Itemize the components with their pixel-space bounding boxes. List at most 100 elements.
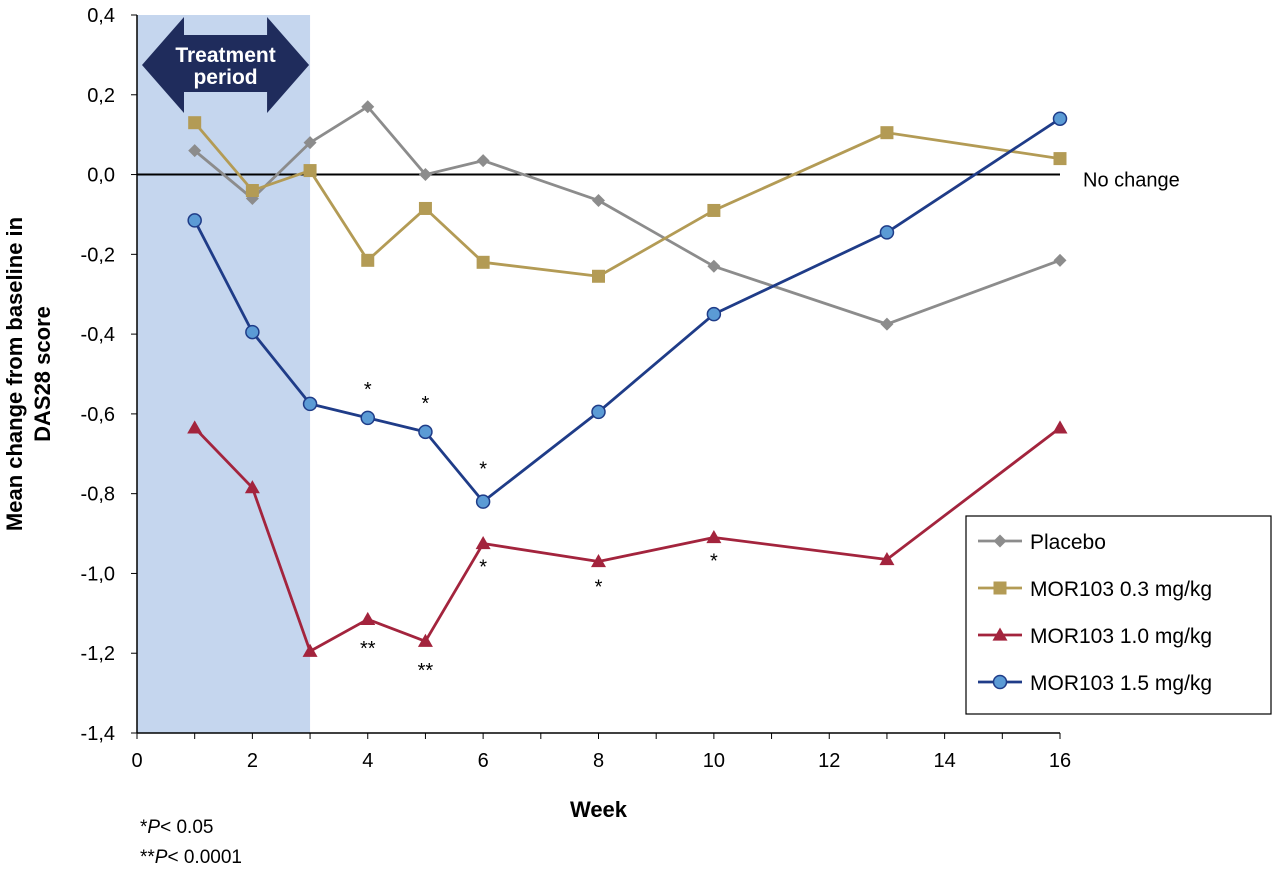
y-tick-label: 0,2	[87, 85, 115, 107]
data-point	[188, 144, 202, 158]
legend-swatch-marker	[993, 534, 1007, 548]
series-line	[193, 117, 1061, 504]
data-point	[706, 530, 722, 544]
annotation-layer: **********	[360, 379, 718, 682]
data-point	[591, 404, 606, 420]
significance-marker: *	[479, 459, 487, 481]
no-change-label: No change	[1083, 170, 1180, 192]
data-point	[302, 643, 318, 657]
y-tick-label: -1,0	[81, 563, 115, 585]
data-point	[707, 259, 721, 273]
significance-marker: *	[422, 393, 430, 415]
legend-swatch-marker	[992, 674, 1008, 690]
data-point	[303, 136, 317, 150]
data-point	[707, 203, 721, 217]
reference-line-layer: No change	[137, 170, 1180, 192]
legend-item: MOR103 0.3 mg/kg	[978, 578, 1212, 601]
significance-marker: *	[595, 576, 603, 598]
legend-swatch-marker	[992, 627, 1008, 641]
series-line	[193, 121, 1061, 278]
series-line	[193, 426, 1061, 653]
y-tick-label: -0,8	[81, 484, 115, 506]
treatment-period-label-line1: Treatment	[175, 44, 275, 67]
x-tick-label: 16	[1049, 750, 1071, 772]
y-tick-label: 0,0	[87, 165, 115, 187]
data-point	[187, 213, 202, 228]
data-point	[418, 424, 433, 440]
legend-item: MOR103 1.5 mg/kg	[978, 672, 1212, 695]
series-layer	[187, 100, 1068, 657]
data-point	[592, 193, 605, 207]
data-point	[360, 611, 376, 625]
data-point	[302, 396, 318, 412]
axes: 0,4 0,2 0,0 -0,2 -0,4 -0,6 -0,8 -1,0 -1,2 -1,4 0 2 4…	[81, 5, 1072, 772]
x-tick-label: 12	[818, 750, 840, 772]
x-tick-label: 10	[703, 750, 725, 772]
data-point	[591, 553, 606, 568]
data-point	[245, 324, 260, 340]
significance-marker: *	[364, 379, 372, 401]
footnote-p: P	[147, 817, 161, 838]
x-tick-label: 0	[131, 750, 142, 772]
data-point	[706, 306, 722, 322]
data-point	[187, 420, 203, 434]
data-point	[476, 154, 490, 168]
data-point	[188, 116, 202, 130]
data-point	[1053, 152, 1067, 166]
legend-item: MOR103 1.0 mg/kg	[978, 625, 1212, 648]
data-point	[880, 317, 894, 331]
data-point	[879, 225, 895, 240]
y-tick-label: -0,4	[81, 324, 115, 346]
y-axis-title-line: DAS28 score	[30, 306, 55, 442]
x-axis-title: Week	[570, 797, 628, 822]
data-point	[476, 255, 490, 269]
significance-marker: **	[360, 638, 376, 660]
data-point	[245, 184, 259, 198]
significance-marker: **	[418, 660, 434, 682]
data-point	[592, 269, 605, 283]
data-point	[244, 480, 260, 494]
x-tick-label: 6	[478, 750, 489, 772]
series-line	[193, 105, 1061, 326]
footnote-p: P	[154, 847, 168, 868]
series-mor103-1-5-mg-kg	[187, 111, 1068, 509]
data-point	[361, 253, 375, 267]
x-tick-label: 2	[247, 750, 258, 772]
x-tick-label: 4	[362, 750, 373, 772]
series-mor103-0-3-mg-kg	[188, 116, 1067, 283]
data-point	[1053, 253, 1067, 267]
y-tick-label: -0,6	[81, 404, 115, 426]
legend-item: Placebo	[978, 531, 1106, 554]
legend: Placebo MOR103 0.3 mg/kg MOR103 1.0 mg/kg M…	[965, 515, 1272, 715]
y-tick-label: -1,2	[81, 643, 115, 665]
data-point	[418, 168, 432, 182]
y-axis-title: Mean change from baseline in DAS28 score	[2, 217, 55, 531]
treatment-period-arrow	[142, 17, 310, 113]
data-point	[1052, 111, 1068, 126]
data-point	[417, 633, 433, 647]
significance-marker: *	[479, 556, 487, 578]
footnote-p005: *P< 0.05	[140, 817, 213, 839]
legend-label: MOR103 1.5 mg/kg	[1030, 672, 1212, 695]
y-tick-label: -1,4	[81, 723, 115, 745]
series-mor103-1-0-mg-kg	[187, 420, 1068, 657]
data-point	[360, 410, 375, 426]
data-point	[879, 551, 895, 566]
y-axis-title-line: Mean change from baseline in	[2, 217, 27, 531]
footnote-suffix: < 0.0001	[167, 847, 242, 868]
data-point	[361, 100, 375, 114]
legend-swatch-marker	[993, 581, 1007, 595]
legend-label: Placebo	[1030, 531, 1106, 554]
legend-label: MOR103 1.0 mg/kg	[1030, 625, 1212, 648]
data-point	[418, 201, 432, 215]
data-point	[475, 494, 491, 509]
footnote-suffix: < 0.05	[160, 817, 214, 838]
data-point	[880, 126, 894, 140]
footnote-prefix: **	[140, 847, 155, 868]
data-point	[475, 536, 491, 550]
significance-marker: *	[710, 550, 718, 572]
series-placebo	[188, 100, 1067, 331]
legend-label: MOR103 0.3 mg/kg	[1030, 578, 1212, 601]
